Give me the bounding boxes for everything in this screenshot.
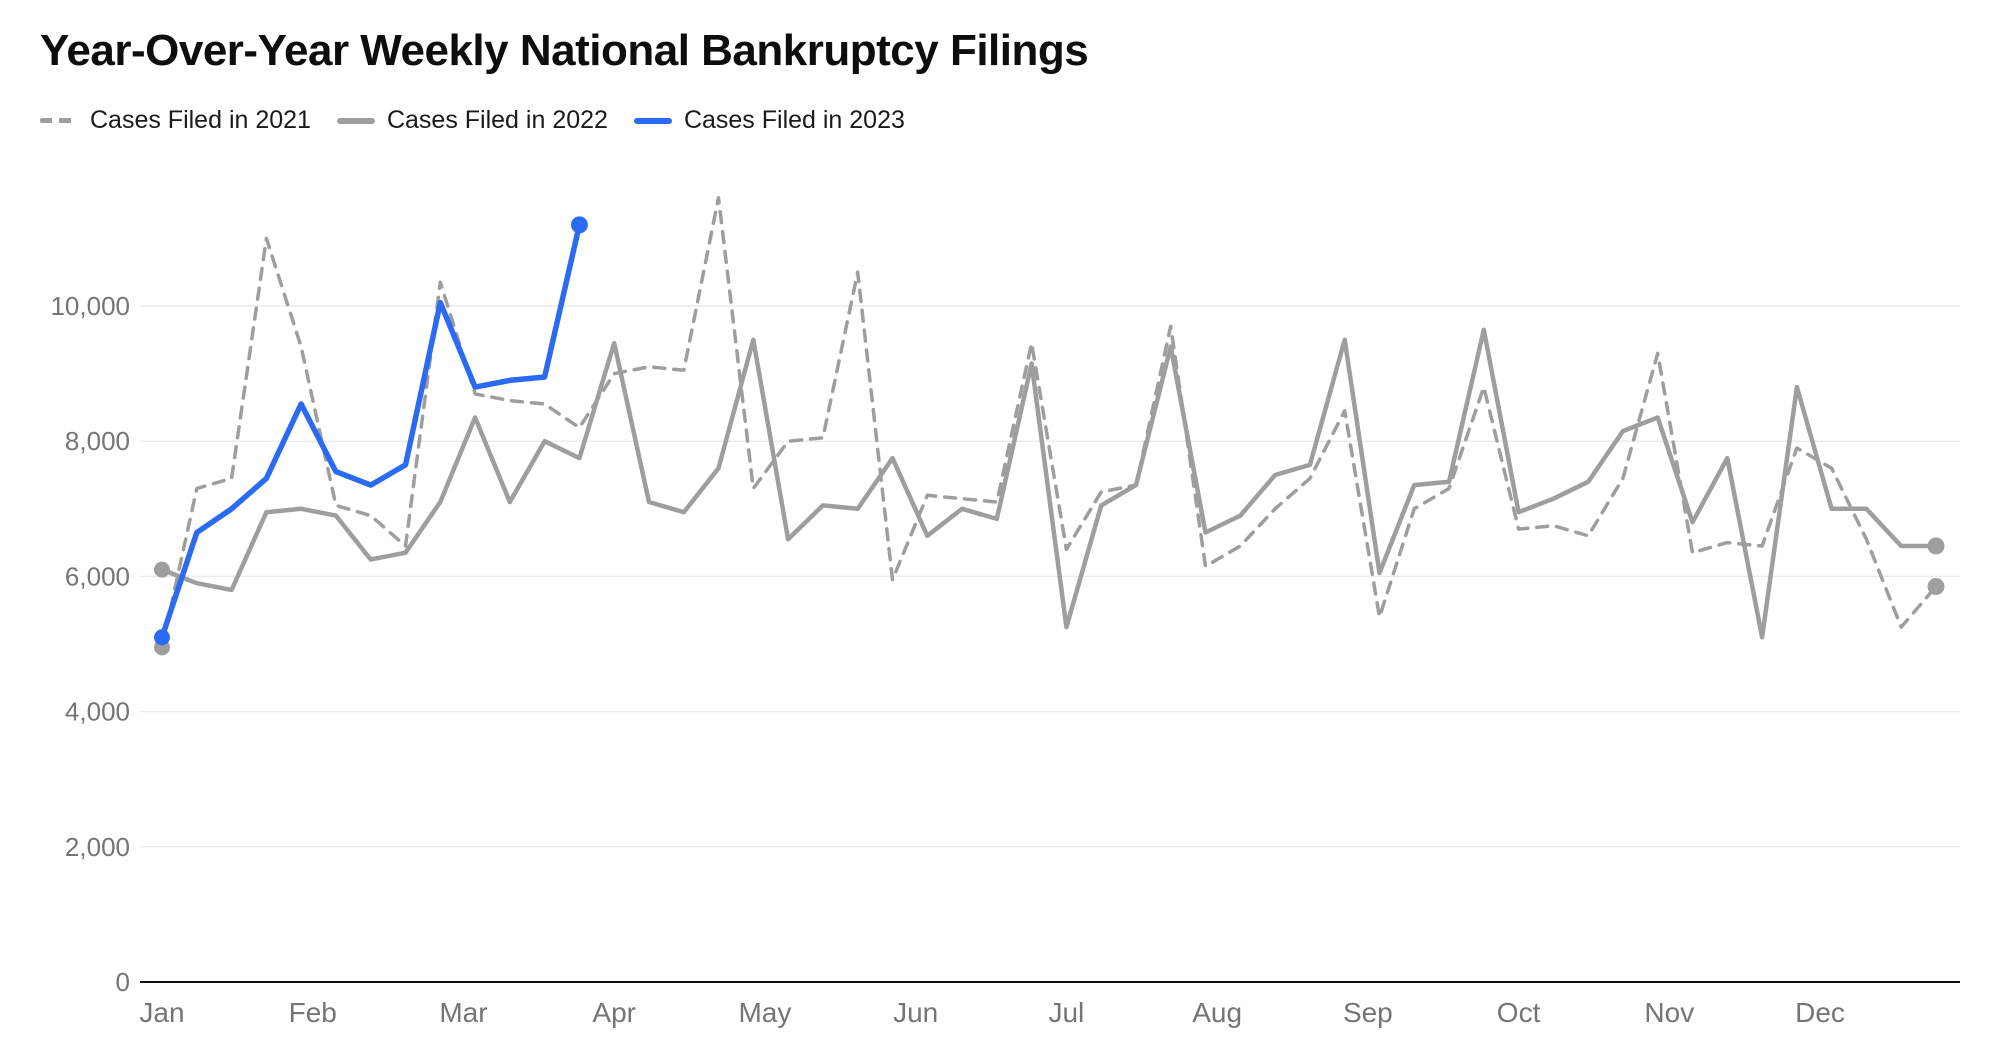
x-tick-label-jul: Jul xyxy=(1048,997,1084,1028)
x-axis-labels: Jan Feb Mar Apr May Jun Jul Aug Sep Oct Nov Dec xyxy=(139,997,1845,1028)
x-tick-label-mar: Mar xyxy=(439,997,487,1028)
y-axis-labels: 0 2,000 4,000 6,000 8,000 10,000 xyxy=(50,291,130,997)
x-tick-label-jun: Jun xyxy=(893,997,938,1028)
y-tick-label: 0 xyxy=(116,967,130,997)
legend-label-2022: Cases Filed in 2022 xyxy=(386,106,608,134)
series-line-2023 xyxy=(159,222,583,640)
series-2022 xyxy=(154,327,1945,640)
x-tick-label-apr: Apr xyxy=(592,997,636,1028)
line-chart: 0 2,000 4,000 6,000 8,000 10,000 Jan Feb Mar Apr M… xyxy=(50,196,1960,1028)
x-tick-label-dec: Dec xyxy=(1795,997,1845,1028)
y-tick-label: 8,000 xyxy=(65,426,130,456)
x-tick-label-oct: Oct xyxy=(1497,997,1541,1028)
y-tick-label: 4,000 xyxy=(65,697,130,727)
legend-item-2022: Cases Filed in 2022 xyxy=(336,106,608,135)
series-2021 xyxy=(154,196,1945,656)
series-end-marker-2023 xyxy=(570,216,588,234)
chart-title: Year-Over-Year Weekly National Bankruptc… xyxy=(40,26,1089,75)
series-start-marker-2022 xyxy=(154,561,170,578)
y-tick-label: 10,000 xyxy=(50,291,130,321)
legend-label-2021: Cases Filed in 2021 xyxy=(90,106,311,134)
legend-item-2023: Cases Filed in 2023 xyxy=(633,106,905,135)
x-tick-label-jan: Jan xyxy=(139,997,184,1028)
series-2023 xyxy=(154,216,588,646)
series-start-marker-2023 xyxy=(154,629,170,646)
series-line-2022 xyxy=(159,327,1939,640)
legend-line-sample-2022 xyxy=(336,117,375,124)
legend-item-2021: Cases Filed in 2021 xyxy=(40,106,311,135)
y-tick-label: 6,000 xyxy=(65,561,130,591)
x-tick-label-aug: Aug xyxy=(1192,997,1242,1028)
x-tick-label-may: May xyxy=(738,997,791,1028)
x-tick-label-nov: Nov xyxy=(1644,997,1694,1028)
y-tick-label: 2,000 xyxy=(65,832,130,862)
chart-legend: Cases Filed in 2021 Cases Filed in 2022 … xyxy=(0,76,2000,135)
legend-line-sample-2023 xyxy=(633,117,672,124)
x-tick-label-feb: Feb xyxy=(289,997,337,1028)
legend-label-2023: Cases Filed in 2023 xyxy=(683,106,905,134)
gridlines xyxy=(140,305,1960,983)
series-end-marker-2022 xyxy=(1927,537,1945,555)
series-end-marker-2021 xyxy=(1927,578,1945,596)
series-line-2021 xyxy=(160,196,1938,650)
legend-line-sample-2021 xyxy=(40,118,78,123)
chart-header: Year-Over-Year Weekly National Bankruptc… xyxy=(0,0,2000,160)
x-tick-label-sep: Sep xyxy=(1343,997,1393,1028)
